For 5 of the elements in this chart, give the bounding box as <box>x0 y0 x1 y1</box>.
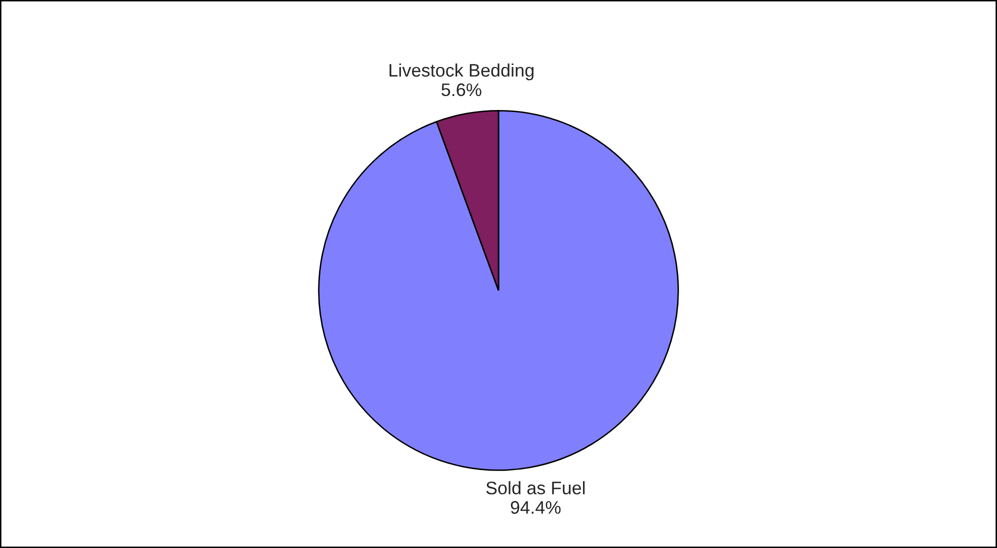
pie-slice <box>318 110 679 471</box>
slice-label: Sold as Fuel <box>486 481 585 494</box>
slice-label: Livestock Bedding <box>390 63 534 80</box>
data-label: 94.4% <box>510 501 561 514</box>
data-label: 5.6% <box>442 83 482 96</box>
